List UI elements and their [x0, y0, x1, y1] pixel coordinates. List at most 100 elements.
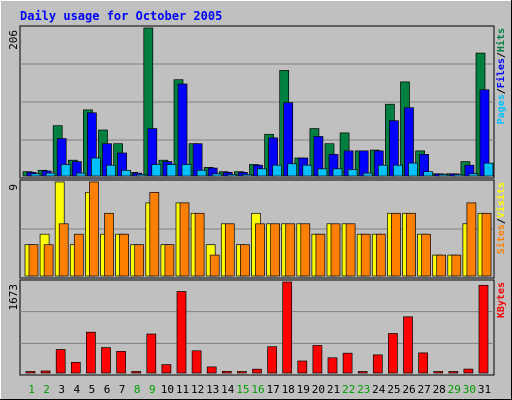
bar-kbytes-day-10 — [161, 364, 172, 374]
x-tick-label: 25 — [387, 383, 400, 396]
bar-pages-day-14 — [226, 174, 237, 177]
bar-pages-day-17 — [272, 164, 282, 177]
bar-sites-day-10 — [164, 244, 175, 277]
bar-files-day-23 — [358, 150, 369, 177]
bar-kbytes-day-26 — [403, 316, 413, 374]
bar-kbytes-day-11 — [176, 291, 187, 374]
x-tick-label: 15 — [236, 383, 249, 396]
axis-legend-part: / — [496, 88, 507, 94]
bar-kbytes-day-13 — [206, 366, 217, 374]
bar-kbytes-day-8 — [131, 371, 142, 374]
y-max-label: 9 — [7, 184, 20, 191]
bar-pages-day-20 — [317, 168, 328, 177]
bar-sites-day-15 — [240, 244, 250, 277]
bar-kbytes-day-27 — [418, 352, 428, 374]
x-tick-label: 17 — [266, 383, 279, 396]
x-tick-label: 18 — [282, 383, 295, 396]
bar-sites-day-30 — [466, 202, 477, 277]
bar-kbytes-day-30 — [463, 368, 474, 374]
bar-sites-day-7 — [119, 233, 129, 277]
bar-sites-day-18 — [285, 223, 296, 277]
bar-sites-day-11 — [179, 202, 190, 277]
bar-kbytes-day-4 — [70, 361, 81, 374]
axis-legend-label: Pages/Files/Hits — [495, 28, 507, 124]
x-tick-label: 8 — [134, 383, 141, 396]
bar-kbytes-day-14 — [221, 370, 232, 374]
bar-pages-day-26 — [408, 162, 418, 177]
x-tick-label: 21 — [327, 383, 340, 396]
x-tick-label: 6 — [104, 383, 111, 396]
bar-kbytes-day-9 — [146, 333, 157, 374]
bar-sites-day-22 — [345, 223, 356, 277]
bar-kbytes-day-24 — [372, 354, 383, 374]
x-tick-label: 7 — [119, 383, 126, 396]
bar-sites-day-16 — [255, 223, 265, 277]
bar-pages-day-15 — [242, 174, 252, 177]
bar-pages-day-21 — [332, 168, 343, 177]
bar-kbytes-day-16 — [252, 368, 262, 374]
bar-pages-day-18 — [287, 163, 298, 177]
bar-kbytes-day-23 — [357, 371, 368, 374]
axis-legend-part: Hits — [495, 28, 507, 52]
panel-hits-files-pages: 206 Pages/Files/Hits — [7, 25, 507, 179]
bar-kbytes-day-19 — [297, 360, 308, 374]
x-tick-label: 9 — [149, 383, 156, 396]
bar-pages-day-5 — [91, 157, 101, 177]
bar-sites-day-13 — [209, 254, 220, 277]
x-tick-label: 30 — [463, 383, 476, 396]
x-tick-label: 1 — [28, 383, 35, 396]
bar-pages-day-8 — [136, 174, 147, 177]
bar-kbytes-day-6 — [101, 347, 111, 374]
bar-kbytes-day-5 — [86, 331, 96, 374]
bar-pages-day-10 — [166, 164, 177, 177]
bar-pages-day-3 — [60, 164, 71, 177]
bar-pages-day-25 — [393, 164, 403, 177]
bar-pages-day-6 — [106, 164, 116, 177]
bar-pages-day-12 — [196, 169, 207, 177]
bar-pages-day-4 — [75, 172, 86, 177]
series-sites — [28, 181, 492, 277]
bar-kbytes-day-25 — [388, 333, 398, 374]
bar-pages-day-31 — [483, 162, 494, 177]
bar-kbytes-day-28 — [433, 371, 444, 374]
x-tick-label: 16 — [251, 383, 264, 396]
bar-kbytes-day-3 — [55, 349, 66, 374]
bar-sites-day-1 — [28, 244, 39, 277]
bar-kbytes-day-1 — [25, 371, 36, 374]
axis-legend-part: Pages — [496, 94, 507, 124]
x-tick-label: 20 — [312, 383, 325, 396]
panel-kbytes: 1673 KBytes — [7, 279, 507, 376]
bar-sites-day-12 — [194, 212, 205, 277]
bar-sites-day-5 — [89, 181, 99, 277]
bar-pages-day-27 — [423, 171, 433, 177]
bar-sites-day-29 — [451, 254, 462, 277]
y-max-label: 206 — [7, 30, 20, 50]
x-tick-label: 28 — [433, 383, 446, 396]
x-tick-label: 31 — [478, 383, 491, 396]
bar-kbytes-day-18 — [282, 281, 293, 374]
axis-legend-part: / — [496, 218, 507, 224]
x-tick-label: 29 — [448, 383, 461, 396]
x-tick-label: 26 — [402, 383, 415, 396]
bar-pages-day-22 — [347, 169, 358, 177]
bar-kbytes-day-29 — [448, 371, 459, 374]
bar-pages-day-1 — [30, 173, 41, 177]
bar-pages-day-19 — [302, 164, 313, 177]
bar-kbytes-day-31 — [478, 284, 489, 374]
x-tick-label: 13 — [206, 383, 219, 396]
axis-legend-part: / — [496, 52, 507, 58]
bar-sites-day-14 — [224, 223, 235, 277]
bar-sites-day-20 — [315, 233, 326, 277]
bar-sites-day-8 — [134, 244, 145, 277]
bar-pages-day-11 — [181, 164, 192, 177]
bar-sites-day-17 — [270, 223, 280, 277]
bar-kbytes-day-12 — [191, 350, 202, 374]
x-axis-day-labels: 1 2 3 4 5 6 7 8 9 10 11 12 13 14 15 16 17 18 19 20 21 22 23 24 2… — [28, 383, 491, 396]
x-tick-label: 24 — [372, 383, 386, 396]
bar-sites-day-31 — [481, 212, 492, 277]
x-tick-label: 14 — [221, 383, 235, 396]
x-tick-label: 5 — [89, 383, 96, 396]
bar-sites-day-26 — [406, 212, 416, 277]
bar-kbytes-day-21 — [327, 357, 338, 374]
